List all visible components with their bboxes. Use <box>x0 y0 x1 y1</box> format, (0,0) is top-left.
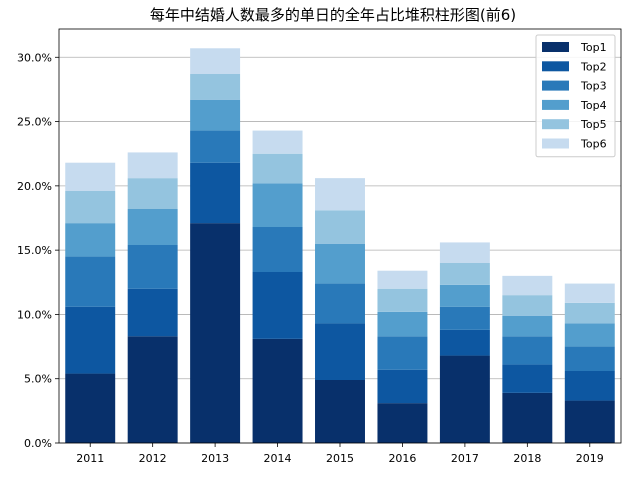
bar-top3-2014 <box>252 227 303 272</box>
bar-top1-2011 <box>65 373 116 443</box>
legend-swatch-top4 <box>542 99 569 110</box>
bar-top5-2011 <box>65 191 116 224</box>
bar-top1-2015 <box>315 380 365 443</box>
bar-top4-2017 <box>439 284 490 307</box>
bar-top2-2011 <box>65 306 116 374</box>
bar-top5-2015 <box>315 210 365 244</box>
x-tick-label: 2017 <box>451 452 479 465</box>
legend-label-top3: Top3 <box>580 80 607 93</box>
bar-top4-2018 <box>502 315 553 337</box>
y-tick-label: 30.0% <box>17 51 52 64</box>
bar-top6-2017 <box>439 242 490 263</box>
bar-top3-2017 <box>439 306 490 330</box>
bar-top2-2017 <box>439 329 490 356</box>
bar-top4-2013 <box>190 99 241 131</box>
bar-top2-2015 <box>315 323 365 380</box>
bar-top1-2016 <box>377 403 428 443</box>
legend-label-top6: Top6 <box>580 138 607 151</box>
x-tick-label: 2012 <box>139 452 167 465</box>
bar-top5-2012 <box>127 178 178 209</box>
x-tick-label: 2018 <box>513 452 541 465</box>
bar-top1-2018 <box>502 392 553 443</box>
legend-label-top5: Top5 <box>580 118 607 131</box>
bar-top1-2012 <box>127 336 178 443</box>
chart-title: 每年中结婚人数最多的单日的全年占比堆积柱形图(前6) <box>150 6 516 24</box>
bar-top1-2017 <box>439 355 490 443</box>
y-tick-label: 10.0% <box>17 308 52 321</box>
bar-top6-2015 <box>315 178 365 211</box>
bar-top5-2016 <box>377 288 428 312</box>
bar-top3-2018 <box>502 336 553 365</box>
bar-top4-2016 <box>377 311 428 337</box>
bar-top5-2014 <box>252 153 303 184</box>
y-tick-label: 5.0% <box>24 373 52 386</box>
bar-top4-2011 <box>65 223 116 257</box>
bar-top2-2012 <box>127 288 178 337</box>
legend-swatch-top1 <box>542 42 569 52</box>
bars <box>65 48 615 443</box>
bar-top5-2019 <box>564 302 615 324</box>
y-tick-label: 25.0% <box>17 116 52 129</box>
legend-label-top1: Top1 <box>580 41 607 54</box>
y-tick-label: 15.0% <box>17 244 52 257</box>
y-tick-label: 20.0% <box>17 180 52 193</box>
bar-top3-2015 <box>315 283 365 324</box>
bar-top6-2011 <box>65 162 116 191</box>
bar-top1-2014 <box>252 338 303 443</box>
x-tick-label: 2019 <box>576 452 604 465</box>
bar-top3-2016 <box>377 336 428 370</box>
x-tick-label: 2016 <box>388 452 416 465</box>
bar-top3-2019 <box>564 346 615 371</box>
bar-top6-2013 <box>190 48 241 74</box>
bar-top5-2017 <box>439 263 490 285</box>
x-tick-label: 2015 <box>326 452 354 465</box>
bar-top4-2014 <box>252 183 303 227</box>
bar-top3-2013 <box>190 130 241 163</box>
bar-top6-2012 <box>127 152 178 179</box>
bar-top1-2019 <box>564 400 615 443</box>
bar-top2-2014 <box>252 272 303 339</box>
axes: 0.0% 5.0% 10.0% 15.0% 20.0% 25.0% 30.0% 2011 201… <box>17 28 622 465</box>
legend-label-top2: Top2 <box>580 60 607 73</box>
bar-top1-2013 <box>190 223 241 443</box>
bar-top3-2012 <box>127 245 178 289</box>
bar-top2-2016 <box>377 369 428 404</box>
legend: Top1 Top2 Top3 Top4 Top5 Top6 <box>535 34 616 158</box>
bar-top6-2019 <box>564 283 615 303</box>
bar-top6-2018 <box>502 275 553 296</box>
legend-swatch-top6 <box>542 138 569 149</box>
bar-top6-2014 <box>252 130 303 154</box>
plot-frame <box>58 28 622 444</box>
x-tick-label: 2013 <box>201 452 229 465</box>
bar-top5-2013 <box>190 74 241 100</box>
bar-top2-2018 <box>502 364 553 393</box>
x-tick-label: 2011 <box>76 452 104 465</box>
bar-top4-2019 <box>564 323 615 347</box>
legend-swatch-top2 <box>542 61 569 72</box>
bar-top2-2013 <box>190 162 241 224</box>
bar-top4-2015 <box>315 243 365 284</box>
bar-top2-2019 <box>564 371 615 401</box>
bar-top3-2011 <box>65 256 116 307</box>
legend-swatch-top3 <box>542 80 569 91</box>
bar-top5-2018 <box>502 295 553 316</box>
y-tick-label: 0.0% <box>24 437 52 450</box>
bar-top4-2012 <box>127 209 178 245</box>
legend-label-top4: Top4 <box>580 99 607 112</box>
legend-swatch-top5 <box>542 119 569 130</box>
bar-top6-2016 <box>377 270 428 289</box>
x-tick-label: 2014 <box>264 452 292 465</box>
